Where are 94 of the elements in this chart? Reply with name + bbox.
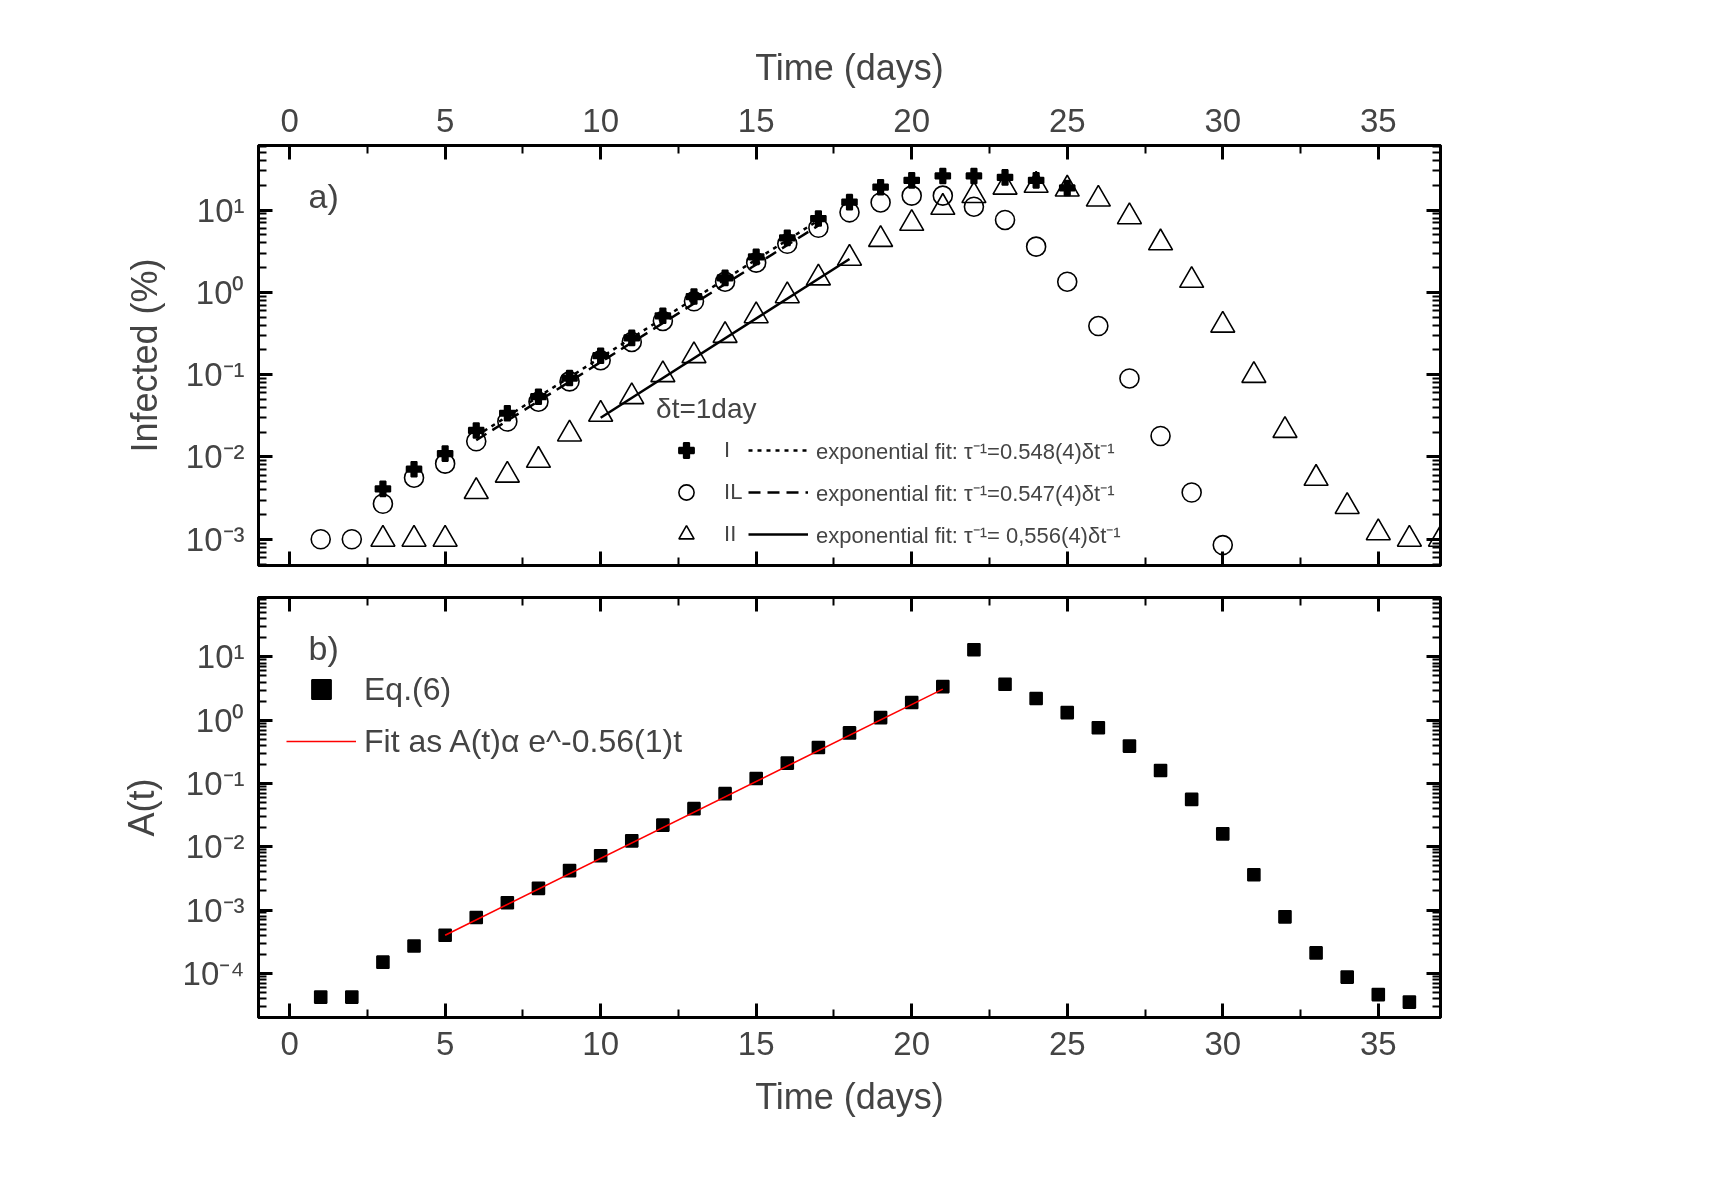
point bbox=[345, 990, 359, 1004]
point bbox=[1150, 425, 1171, 447]
x-tick-label: 15 bbox=[737, 1024, 775, 1062]
point bbox=[1025, 236, 1047, 257]
y-tick-label: 10⁰ bbox=[195, 273, 245, 311]
point bbox=[776, 233, 798, 255]
point bbox=[1278, 910, 1292, 924]
point bbox=[376, 955, 390, 969]
point bbox=[1309, 946, 1323, 960]
y-tick-label: 10⁻⁴ bbox=[182, 954, 245, 992]
point bbox=[901, 185, 923, 206]
legend-label: exponential fit: τ⁻¹=0.547(4)δt⁻¹ bbox=[816, 480, 1115, 508]
legend-label: Eq.(6) bbox=[364, 669, 452, 709]
y-tick-label: 10¹ bbox=[196, 638, 245, 676]
point bbox=[1340, 970, 1354, 984]
point bbox=[1060, 705, 1075, 720]
legend-label: IL bbox=[724, 478, 744, 506]
point bbox=[438, 928, 452, 942]
legend-title: δt=1day bbox=[656, 393, 758, 425]
point bbox=[652, 310, 674, 332]
point bbox=[872, 178, 889, 196]
point bbox=[374, 480, 392, 498]
point bbox=[465, 431, 487, 452]
point bbox=[903, 172, 921, 189]
y-tick-label: 10⁻² bbox=[185, 438, 245, 476]
annotation: b) bbox=[308, 628, 339, 667]
x2-tick-label: 25 bbox=[1048, 101, 1086, 139]
point bbox=[932, 185, 954, 206]
point bbox=[714, 271, 736, 292]
x2-tick-label: 15 bbox=[737, 101, 775, 139]
point bbox=[1056, 271, 1078, 292]
point bbox=[1371, 987, 1386, 1002]
y-tick-label: 10⁰ bbox=[195, 701, 245, 739]
y-tick-label: 10⁻³ bbox=[185, 891, 245, 929]
x2-tick-label: 20 bbox=[893, 101, 931, 139]
point bbox=[994, 209, 1016, 231]
point bbox=[1184, 792, 1199, 807]
point bbox=[839, 202, 860, 223]
legend-label: Fit as A(t)α e^-0.56(1)t bbox=[364, 721, 683, 761]
point bbox=[1153, 763, 1168, 778]
point bbox=[559, 371, 580, 392]
point bbox=[963, 196, 985, 217]
point bbox=[1029, 691, 1043, 706]
point bbox=[1215, 827, 1230, 841]
legend-label: exponential fit: τ⁻¹= 0,556(4)δt⁻¹ bbox=[816, 522, 1121, 550]
point bbox=[683, 291, 705, 312]
point bbox=[1088, 315, 1109, 337]
y-tick-label: 10⁻³ bbox=[185, 520, 245, 558]
point bbox=[870, 192, 891, 213]
point bbox=[934, 167, 952, 185]
point bbox=[998, 677, 1012, 692]
x2-tick-label: 10 bbox=[582, 101, 620, 139]
y-tick-label: 10⁻² bbox=[185, 828, 245, 866]
x2-tick-label: 5 bbox=[435, 101, 455, 139]
x-tick-label: 35 bbox=[1359, 1024, 1397, 1062]
point bbox=[528, 391, 549, 412]
legend-label: II bbox=[724, 520, 738, 548]
x-axis-title: Time (days) bbox=[755, 1075, 944, 1117]
point bbox=[310, 528, 332, 550]
y-tick-label: 10⁻¹ bbox=[185, 356, 245, 394]
y-tick-label: 10⁻¹ bbox=[185, 764, 245, 802]
x-tick-label: 10 bbox=[582, 1024, 620, 1062]
x-tick-label: 30 bbox=[1204, 1024, 1242, 1062]
legend-label: I bbox=[724, 436, 732, 464]
point bbox=[745, 252, 767, 273]
x2-tick-label: 30 bbox=[1204, 101, 1242, 139]
point bbox=[590, 349, 611, 371]
x2-tick-label: 0 bbox=[280, 101, 299, 139]
point bbox=[1402, 995, 1417, 1009]
point bbox=[621, 331, 643, 353]
y-axis-title: Infected (%) bbox=[123, 258, 165, 453]
y-axis-title: A(t) bbox=[120, 778, 162, 837]
point bbox=[1181, 482, 1202, 503]
point bbox=[1119, 368, 1140, 389]
x-tick-label: 20 bbox=[893, 1024, 931, 1062]
x-tick-label: 25 bbox=[1048, 1024, 1086, 1062]
point bbox=[341, 528, 363, 550]
point bbox=[1247, 868, 1261, 882]
x2-axis-title: Time (days) bbox=[755, 46, 944, 88]
point bbox=[936, 679, 950, 694]
point bbox=[407, 939, 421, 953]
point bbox=[965, 167, 983, 185]
x2-tick-label: 35 bbox=[1359, 101, 1397, 139]
point bbox=[372, 493, 394, 515]
x-tick-label: 5 bbox=[435, 1024, 455, 1062]
point bbox=[313, 990, 328, 1004]
legend-label: exponential fit: τ⁻¹=0.548(4)δt⁻¹ bbox=[816, 438, 1115, 466]
x-tick-label: 0 bbox=[280, 1024, 299, 1062]
y-tick-label: 10¹ bbox=[196, 191, 245, 229]
point bbox=[1091, 720, 1106, 735]
annotation: a) bbox=[308, 176, 339, 215]
point bbox=[967, 642, 981, 657]
point bbox=[1212, 534, 1234, 556]
point bbox=[1122, 739, 1137, 753]
